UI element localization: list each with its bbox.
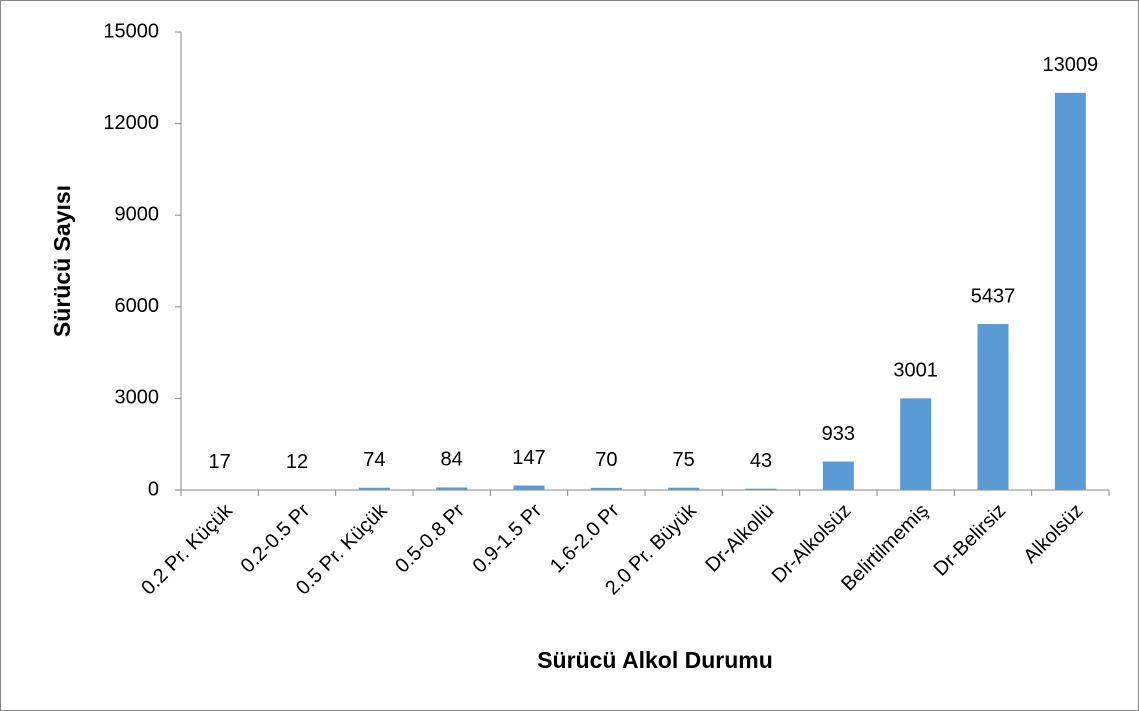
bar <box>668 487 700 490</box>
y-tick-label: 0 <box>148 478 159 500</box>
y-tick-label: 12000 <box>103 112 159 134</box>
data-label: 3001 <box>893 360 938 382</box>
bar <box>513 485 545 490</box>
bar <box>745 488 777 490</box>
bar <box>590 487 622 490</box>
y-tick-label: 6000 <box>115 295 160 317</box>
bar <box>1054 92 1086 490</box>
data-label: 75 <box>673 449 695 471</box>
x-axis-title: Sürücü Alkol Durumu <box>537 647 773 673</box>
data-label: 84 <box>441 449 463 471</box>
data-label: 70 <box>595 449 617 471</box>
bar <box>977 323 1009 490</box>
data-label: 933 <box>822 423 855 445</box>
data-label: 43 <box>750 450 772 472</box>
bar <box>900 398 932 490</box>
y-tick-label: 9000 <box>115 203 160 225</box>
data-label: 13009 <box>1043 54 1099 76</box>
bar <box>358 487 390 490</box>
data-label: 74 <box>363 449 385 471</box>
bar <box>436 487 468 490</box>
y-tick-label: 3000 <box>115 387 160 409</box>
y-axis-title: Sürücü Sayısı <box>49 185 75 337</box>
bar <box>204 489 236 490</box>
data-label: 17 <box>209 451 231 473</box>
bar <box>822 461 854 490</box>
data-label: 5437 <box>971 285 1016 307</box>
data-label: 12 <box>286 451 308 473</box>
data-label: 147 <box>512 447 545 469</box>
y-tick-label: 15000 <box>103 20 159 42</box>
